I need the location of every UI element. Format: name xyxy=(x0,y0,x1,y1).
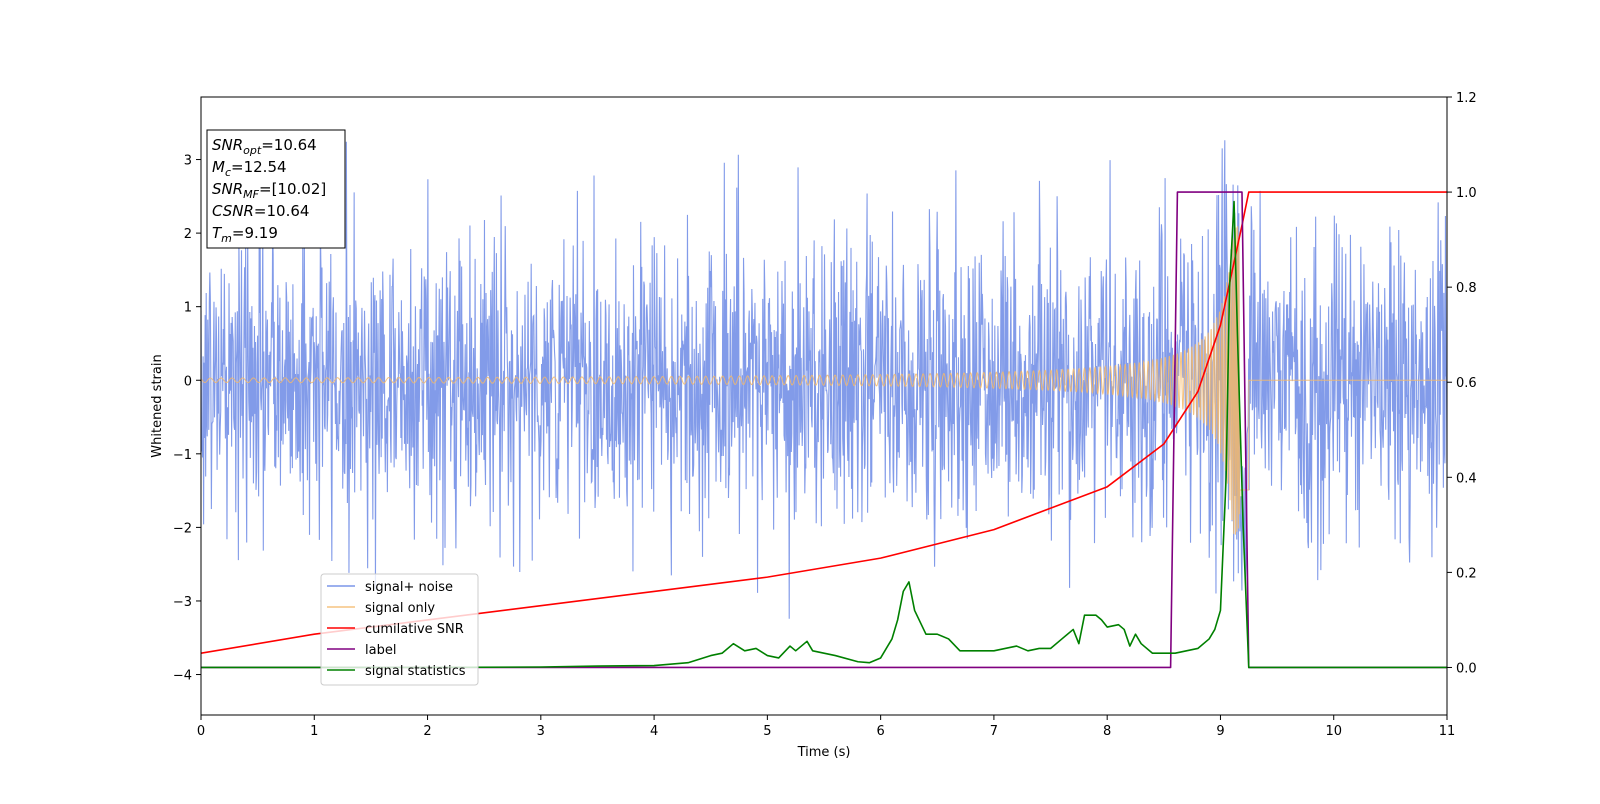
x-tick-label: 5 xyxy=(763,724,771,739)
y-axis-right: 0.0 0.2 0.4 0.6 0.8 1.0 1.2 xyxy=(1447,91,1477,676)
x-tick-label: 3 xyxy=(537,724,545,739)
y-tick-label: 1 xyxy=(184,301,192,316)
x-axis: 0 1 2 3 4 5 6 7 8 9 10 11 xyxy=(197,715,1455,739)
series-line-cumilative-snr xyxy=(201,191,1447,654)
legend-frame xyxy=(320,573,479,686)
y-tick-label: 2 xyxy=(184,227,192,242)
x-tick-label: 4 xyxy=(650,724,658,739)
y2-tick-label: 0.2 xyxy=(1456,566,1477,581)
y2-tick-label: 1.2 xyxy=(1456,91,1477,106)
info-box-line: Mc=12.54 xyxy=(212,158,287,179)
y2-tick-label: 1.0 xyxy=(1456,186,1477,201)
y-tick-label: −3 xyxy=(173,595,192,610)
series-line-signal-noise xyxy=(201,140,1447,619)
legend: signal+ noise signal only cumilative SNR la… xyxy=(320,573,479,686)
legend-label-signal-statistics: signal statistics xyxy=(365,664,466,679)
legend-label-signal-only: signal only xyxy=(365,601,435,616)
y-axis-left: −4 −3 −2 −1 0 1 2 3 xyxy=(173,154,201,684)
plot-area xyxy=(201,140,1447,669)
x-tick-label: 6 xyxy=(876,724,884,739)
plot-frame xyxy=(200,96,1448,716)
legend-label-signal-noise: signal+ noise xyxy=(365,580,453,595)
series-line-signal-statistics xyxy=(201,200,1447,669)
info-box: SNRopt=10.64Mc=12.54SNRMF=[10.02]CSNR=10… xyxy=(206,129,346,249)
x-tick-label: 11 xyxy=(1439,724,1456,739)
info-box-line: CSNR=10.64 xyxy=(212,202,309,220)
y-tick-label: −1 xyxy=(173,448,192,463)
x-tick-label: 2 xyxy=(423,724,431,739)
info-box-frame xyxy=(206,129,346,249)
legend-label-label: label xyxy=(365,643,396,658)
info-box-line: Tm=9.19 xyxy=(212,224,278,245)
y2-tick-label: 0.0 xyxy=(1456,661,1477,676)
y2-tick-label: 0.4 xyxy=(1456,471,1477,486)
y-tick-label: 3 xyxy=(184,154,192,169)
y-tick-label: −4 xyxy=(173,669,192,684)
x-tick-label: 8 xyxy=(1103,724,1111,739)
x-tick-label: 1 xyxy=(310,724,318,739)
y-tick-label: −2 xyxy=(173,521,192,536)
x-tick-label: 7 xyxy=(990,724,998,739)
y-axis-label: Whitened strain xyxy=(150,354,165,457)
x-tick-label: 10 xyxy=(1325,724,1342,739)
info-box-line: SNRopt=10.64 xyxy=(212,136,317,157)
y2-tick-label: 0.8 xyxy=(1456,281,1477,296)
y-tick-label: 0 xyxy=(184,374,192,389)
x-tick-label: 0 xyxy=(197,724,205,739)
legend-label-cumilative-snr: cumilative SNR xyxy=(365,622,464,637)
info-box-line: SNRMF=[10.02] xyxy=(212,180,326,201)
x-axis-label: Time (s) xyxy=(797,745,851,760)
y2-tick-label: 0.6 xyxy=(1456,376,1477,391)
x-tick-label: 9 xyxy=(1216,724,1224,739)
